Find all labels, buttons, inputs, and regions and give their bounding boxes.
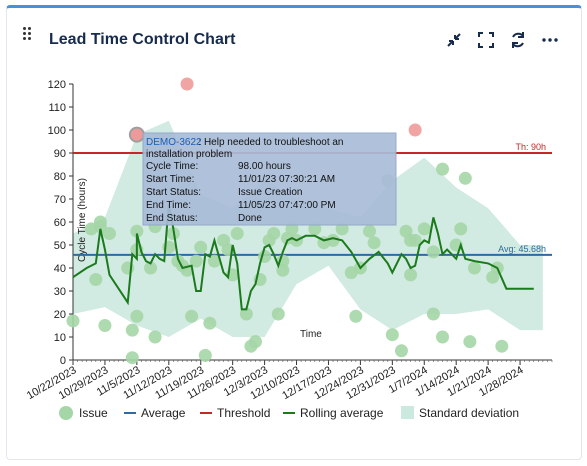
issue-point	[458, 171, 472, 185]
y-tick-label: 10	[54, 332, 66, 344]
issue-point	[130, 309, 144, 323]
issue-point	[467, 261, 481, 275]
issue-point	[463, 335, 477, 349]
tooltip-issue-link: DEMO-3622	[146, 137, 202, 148]
issue-point	[189, 254, 203, 268]
issue-point	[248, 335, 262, 349]
y-tick-label: 100	[48, 125, 66, 137]
y-tick-label: 90	[54, 148, 66, 160]
issue-point	[454, 222, 468, 236]
tooltip-row-label: End Status:	[146, 213, 198, 224]
collapse-icon[interactable]	[444, 30, 464, 50]
issue-point	[367, 236, 381, 250]
legend-stddev-icon	[401, 406, 414, 419]
y-tick-label: 60	[54, 217, 66, 229]
issue-point	[230, 227, 244, 240]
issue-point	[285, 222, 299, 236]
issue-point	[185, 309, 199, 323]
tooltip-row-value: 11/05/23 07:47:00 PM	[238, 200, 336, 211]
issue-point	[207, 254, 221, 268]
legend-label: Issue	[79, 406, 108, 420]
legend-label: Standard deviation	[419, 406, 519, 420]
issue-point	[276, 263, 290, 277]
y-axis-label: Cycle Time (hours)	[77, 178, 88, 262]
issue-point	[102, 227, 116, 240]
issue-point	[267, 227, 281, 240]
tooltip-row-value: Issue Creation	[238, 187, 302, 198]
legend-label: Average	[141, 406, 186, 420]
y-tick-label: 80	[54, 171, 66, 183]
drag-handle-icon[interactable]	[23, 27, 33, 41]
issue-point	[408, 233, 422, 247]
x-axis-label: Time	[300, 329, 322, 340]
issue-point	[89, 273, 103, 286]
issue-point	[426, 307, 440, 321]
issue-point	[144, 261, 158, 275]
issue-point	[308, 222, 322, 236]
y-tick-label: 0	[60, 355, 66, 367]
issue-point	[495, 339, 509, 353]
issue-point	[417, 222, 431, 236]
issue-point	[239, 307, 253, 321]
issue-point	[125, 351, 139, 365]
issue-point	[98, 319, 112, 332]
y-tick-label: 70	[54, 194, 66, 206]
issue-point	[436, 162, 450, 176]
legend-label: Rolling average	[300, 406, 384, 420]
tooltip-row-label: End Time:	[146, 200, 191, 211]
tooltip-row-label: Cycle Time:	[146, 161, 198, 172]
highlighted-issue-point	[128, 126, 145, 143]
y-tick-label: 120	[48, 79, 66, 91]
refresh-icon[interactable]	[508, 30, 528, 50]
more-icon[interactable]	[540, 30, 560, 50]
threshold-label: Th: 90h	[515, 142, 546, 152]
issue-point	[394, 344, 408, 358]
tooltip-row-value: Done	[238, 213, 262, 224]
issue-point	[436, 330, 450, 344]
y-tick-label: 110	[48, 102, 66, 114]
tooltip-row-label: Start Status:	[146, 187, 201, 198]
issue-point	[130, 224, 144, 238]
issue-point	[148, 330, 162, 344]
issue-point	[426, 245, 440, 259]
tooltip-summary-line1: : Help needed to troubleshoot an	[198, 137, 343, 148]
issue-point	[203, 316, 217, 330]
issue-point	[125, 323, 139, 337]
fullscreen-icon[interactable]	[476, 30, 496, 50]
issue-point	[271, 307, 285, 321]
issue-point	[404, 268, 418, 282]
issue-point	[66, 314, 80, 328]
outlier-point	[408, 123, 422, 137]
issue-tooltip	[142, 132, 397, 226]
legend-label: Threshold	[217, 406, 270, 420]
y-tick-label: 20	[54, 309, 66, 321]
outlier-point	[180, 77, 194, 91]
issue-point	[194, 240, 208, 254]
issue-point	[326, 233, 340, 247]
y-tick-label: 40	[54, 263, 66, 275]
issue-point	[363, 224, 377, 238]
issue-point	[385, 328, 399, 342]
issue-point	[93, 220, 107, 234]
issue-point	[335, 222, 349, 236]
issue-point	[198, 348, 212, 362]
y-tick-label: 30	[54, 286, 66, 298]
average-label: Avg: 45.68h	[498, 244, 546, 254]
legend-issue-icon	[59, 406, 73, 420]
issue-point	[349, 309, 363, 323]
tooltip-row-value: 98.00 hours	[238, 161, 291, 172]
tooltip-row-value: 11/01/23 07:30:21 AM	[238, 174, 335, 185]
y-tick-label: 50	[54, 240, 66, 252]
widget-title: Lead Time Control Chart	[49, 31, 236, 48]
tooltip-summary-line2: installation problem	[146, 149, 232, 160]
rolling-average-line	[72, 203, 534, 311]
tooltip-row-label: Start Time:	[146, 174, 194, 185]
